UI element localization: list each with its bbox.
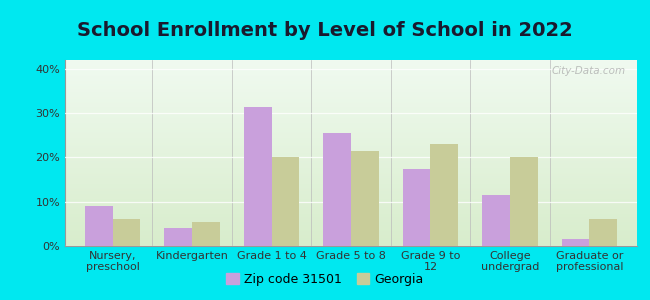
Bar [112, 219, 140, 246]
Bar [510, 158, 538, 246]
Bar [192, 222, 220, 246]
Bar [482, 195, 510, 246]
Text: City-Data.com: City-Data.com [551, 66, 625, 76]
Bar [323, 133, 351, 246]
Text: School Enrollment by Level of School in 2022: School Enrollment by Level of School in … [77, 21, 573, 40]
Bar [244, 106, 272, 246]
Bar [85, 206, 112, 246]
Legend: Zip code 31501, Georgia: Zip code 31501, Georgia [222, 268, 428, 291]
Bar [164, 228, 192, 246]
Bar [351, 151, 379, 246]
Bar [562, 239, 590, 246]
Bar [272, 158, 300, 246]
Bar [402, 169, 430, 246]
Bar [590, 219, 617, 246]
Bar [430, 144, 458, 246]
